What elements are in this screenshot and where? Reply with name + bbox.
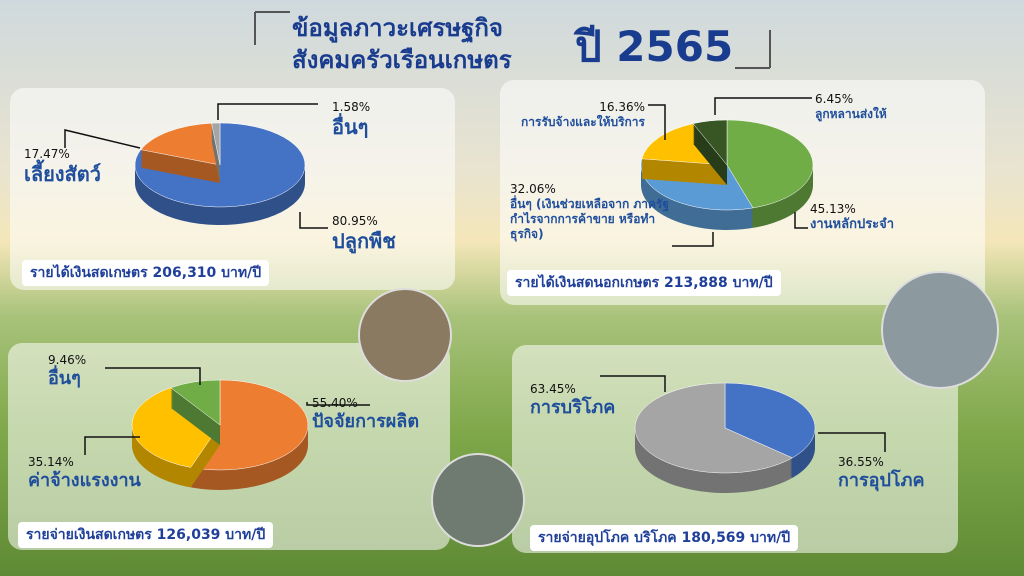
slice-label: 17.47% เลี้ยงสัตว์	[24, 147, 164, 187]
category-label: อื่นๆ	[332, 115, 369, 139]
slice-label: 32.06% อื่นๆ (เงินช่วยเหลือจาก ภาครัฐ กำไ…	[510, 182, 685, 242]
value-label: 35.14%	[28, 455, 74, 469]
slice	[634, 382, 793, 493]
category-label: เลี้ยงสัตว์	[24, 162, 102, 186]
leader-line	[794, 212, 808, 229]
slice-label: 9.46% อื่นๆ	[48, 353, 148, 391]
value-label: 1.58%	[332, 100, 371, 114]
chart-title: รายจ่ายเงินสดเกษตร 126,039 บาท/ปี	[18, 522, 274, 548]
leader-line	[600, 375, 666, 392]
leader-line	[84, 436, 140, 455]
chart-title: รายได้เงินสดเกษตร 206,310 บาท/ปี	[22, 260, 270, 286]
slice-label: 36.55% การอุปโภค	[838, 455, 948, 493]
value-label: 80.95%	[332, 214, 378, 228]
leader-line	[299, 212, 328, 229]
value-label: 55.40%	[312, 396, 358, 410]
slice	[724, 382, 816, 478]
slice-top	[140, 122, 221, 166]
category-label: การบริโภค	[530, 397, 616, 418]
leader-line	[648, 104, 666, 140]
slice-top	[724, 382, 816, 459]
value-label: 63.45%	[530, 382, 576, 396]
slice-top	[634, 382, 793, 474]
value-label: 45.13%	[810, 202, 856, 216]
photo	[358, 288, 452, 382]
photo	[431, 453, 525, 547]
slice-label: 55.40% ปัจจัยการผลิต	[312, 396, 452, 434]
leader-line	[818, 432, 886, 452]
slice	[134, 122, 306, 225]
category-label: งานหลักประจำ	[810, 217, 895, 232]
slice	[131, 387, 221, 488]
slice-top	[170, 379, 221, 426]
category-label: การอุปโภค	[838, 470, 925, 491]
chart-title: รายจ่ายอุปโภค บริโภค 180,569 บาท/ปี	[530, 525, 799, 551]
photo	[881, 271, 999, 389]
category-label: อื่นๆ (เงินช่วยเหลือจาก ภาครัฐ กำไรจากกา…	[510, 197, 670, 241]
value-label: 36.55%	[838, 455, 884, 469]
slice	[692, 119, 728, 185]
slice-label: 45.13% งานหลักประจำ	[810, 202, 960, 233]
slice	[211, 122, 221, 183]
leader-line	[306, 402, 370, 406]
slice-top	[131, 387, 221, 468]
leader-line	[64, 129, 141, 149]
title-year: ปี 2565	[575, 22, 734, 71]
value-label: 6.45%	[815, 92, 854, 106]
category-label: ค่าจ้างแรงงาน	[28, 470, 141, 491]
category-label: ปัจจัยการผลิต	[312, 411, 420, 432]
value-label: 9.46%	[48, 353, 87, 367]
leader-line	[105, 367, 201, 385]
slice	[140, 122, 221, 183]
category-label: ลูกหลานส่งให้	[815, 107, 887, 121]
title: ข้อมูลภาวะเศรษฐกิจ	[292, 14, 503, 42]
slice-top	[692, 119, 728, 166]
leader-line	[714, 97, 812, 115]
title-frame	[254, 11, 771, 69]
slice-label: 35.14% ค่าจ้างแรงงาน	[28, 455, 178, 493]
slice-label: 16.36% การรับจ้างและให้บริการ	[500, 100, 645, 130]
value-label: 32.06%	[510, 182, 556, 196]
slice	[170, 379, 221, 445]
category-label: อื่นๆ	[48, 368, 81, 389]
value-label: 17.47%	[24, 147, 70, 161]
value-label: 16.36%	[599, 100, 645, 114]
leader-line	[217, 103, 318, 120]
category-label: ปลูกพืช	[332, 229, 396, 253]
slice-label: 1.58% อื่นๆ	[332, 100, 432, 140]
title: สังคมครัวเรือนเกษตร	[292, 46, 512, 74]
slice-label: 80.95% ปลูกพืช	[332, 214, 452, 254]
leader-line	[672, 232, 714, 247]
category-label: การรับจ้างและให้บริการ	[521, 115, 645, 129]
slice-label: 6.45% ลูกหลานส่งให้	[815, 92, 955, 122]
chart-title: รายได้เงินสดนอกเกษตร 213,888 บาท/ปี	[507, 270, 781, 296]
slice-top	[726, 119, 814, 209]
slice-label: 63.45% การบริโภค	[530, 382, 650, 420]
slice-top	[211, 122, 221, 166]
